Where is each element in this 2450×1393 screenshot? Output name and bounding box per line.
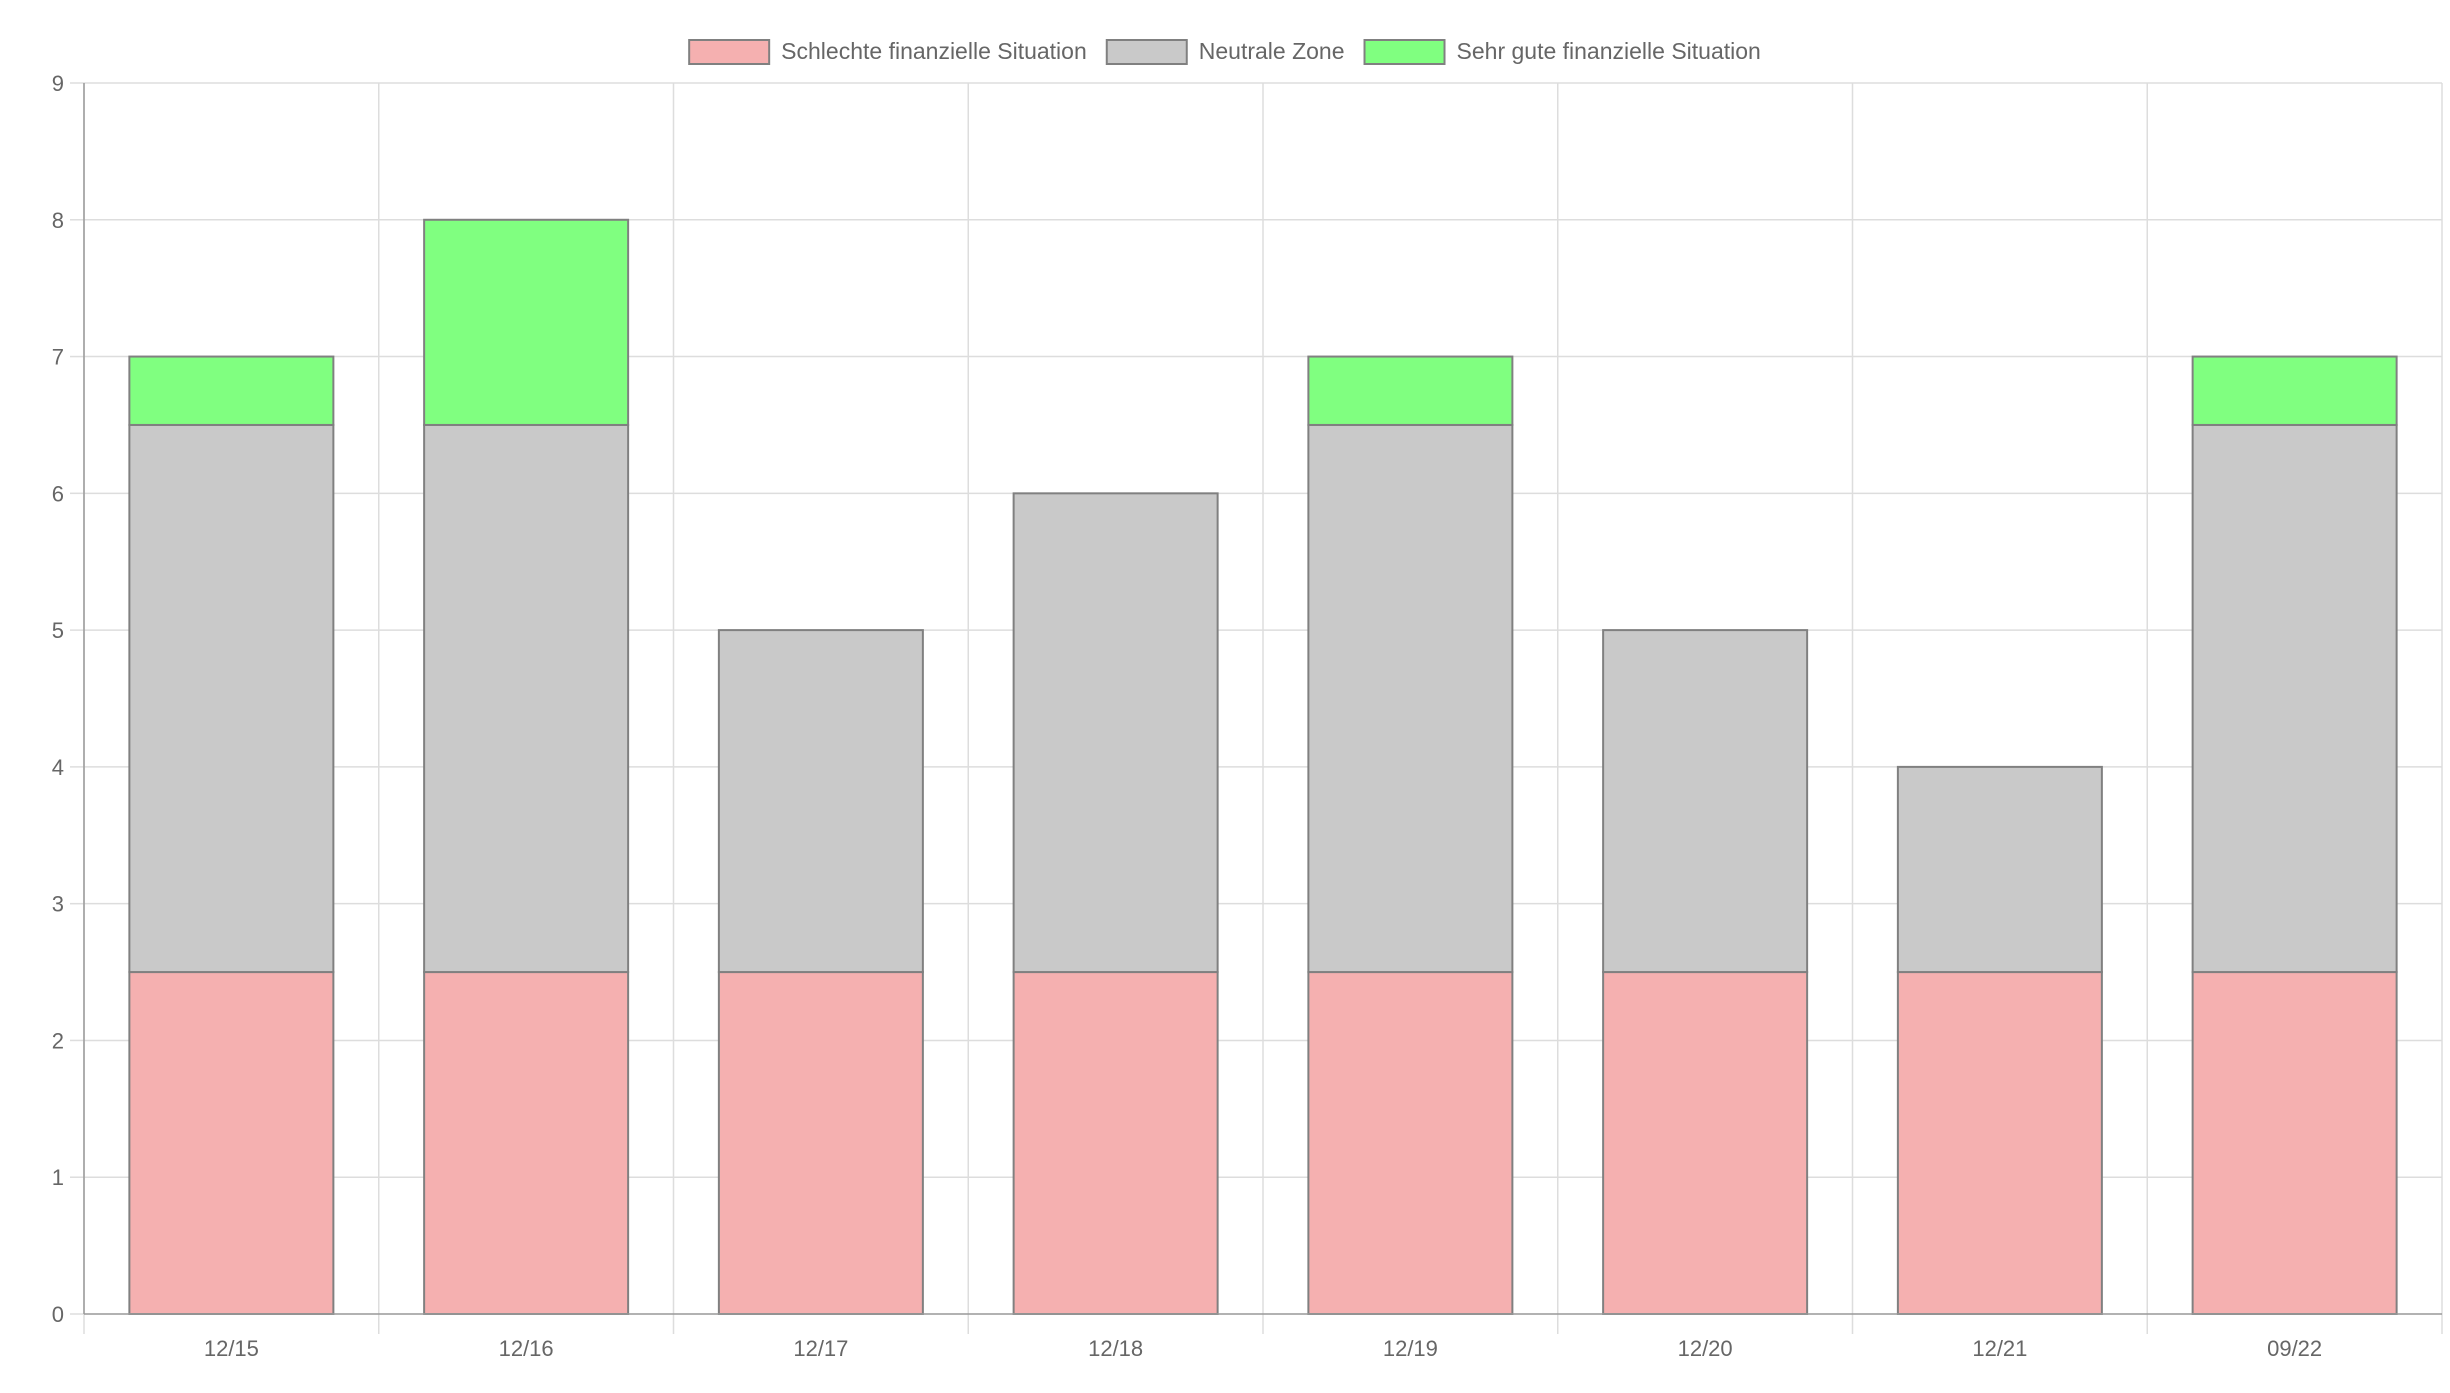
bar-segment-1-6[interactable] [1602,971,1809,1315]
x-tick-label: 12/15 [204,1336,259,1361]
bar-segment-1-1[interactable] [128,971,335,1315]
bar-segment-1-3[interactable] [717,971,924,1315]
axis-layer: 0 1 2 3 4 5 6 7 8 9 12/15 12/16 12/17 12/18 12/19 12/20… [52,71,2442,1361]
bar-segment-2-3[interactable] [717,629,924,974]
x-tick-label: 12/21 [1972,1336,2027,1361]
y-tick-label: 8 [52,208,64,233]
y-tick-label: 1 [52,1165,64,1190]
y-tick-label: 9 [52,71,64,96]
legend[interactable]: Schlechte finanzielle Situation Neutrale … [688,38,1761,65]
bar-segment-1-7[interactable] [1896,971,2103,1315]
bar-segment-3-8[interactable] [2191,355,2398,426]
bar-segment-1-5[interactable] [1307,971,1514,1315]
bar-segment-3-1[interactable] [128,355,335,426]
y-tick-label: 6 [52,481,64,506]
x-tick-label: 09/22 [2267,1336,2322,1361]
bar-segment-2-2[interactable] [423,423,630,974]
legend-swatch [1105,39,1188,65]
x-tick-label: 12/16 [499,1336,554,1361]
bar-segment-1-2[interactable] [423,971,630,1315]
bar-segment-1-4[interactable] [1012,971,1219,1315]
legend-swatch [688,39,771,65]
bar-segment-2-8[interactable] [2191,423,2398,974]
bar-segment-2-1[interactable] [128,423,335,974]
legend-item-2[interactable]: Neutrale Zone [1105,38,1345,65]
bar-segment-2-4[interactable] [1012,492,1219,974]
bars-layer [128,218,2398,1315]
x-tick-label: 12/17 [793,1336,848,1361]
x-tick-label: 12/19 [1383,1336,1438,1361]
bar-segment-3-5[interactable] [1307,355,1514,426]
bar-segment-2-5[interactable] [1307,423,1514,974]
legend-swatch [1363,39,1446,65]
x-tick-label: 12/18 [1088,1336,1143,1361]
legend-item-1[interactable]: Schlechte finanzielle Situation [688,38,1087,65]
bar-segment-1-8[interactable] [2191,971,2398,1315]
y-tick-label: 0 [52,1302,64,1327]
y-tick-label: 5 [52,618,64,643]
y-tick-label: 2 [52,1028,64,1053]
y-tick-label: 3 [52,892,64,917]
legend-item-3[interactable]: Sehr gute finanzielle Situation [1363,38,1761,65]
x-tick-label: 12/20 [1678,1336,1733,1361]
bar-segment-2-6[interactable] [1602,629,1809,974]
legend-label: Sehr gute finanzielle Situation [1457,38,1761,64]
legend-label: Neutrale Zone [1199,38,1345,64]
legend-label: Schlechte finanzielle Situation [781,38,1087,64]
bar-segment-2-7[interactable] [1896,765,2103,974]
y-tick-label: 4 [52,755,64,780]
y-tick-label: 7 [52,345,64,370]
bar-segment-3-2[interactable] [423,218,630,426]
